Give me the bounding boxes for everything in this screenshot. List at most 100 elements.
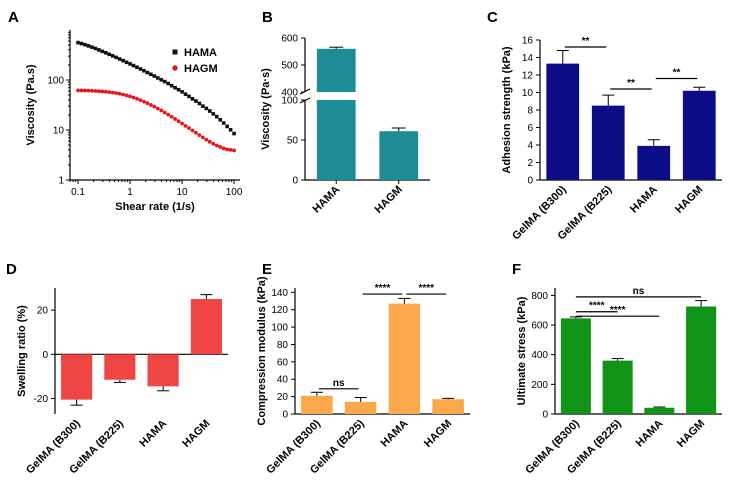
a-point <box>162 79 167 84</box>
a-point <box>197 133 202 138</box>
a-point <box>197 101 202 106</box>
a-point <box>114 91 119 96</box>
a-point <box>149 72 153 77</box>
a-point <box>221 146 226 151</box>
a-point <box>110 90 115 95</box>
e-y-tick-label: 80 <box>277 340 289 351</box>
f-category-label: HAGM <box>675 418 707 450</box>
f-bar-group <box>686 300 717 414</box>
d-y-tick-label: -20 <box>34 394 49 405</box>
a-x-tick-label: 10 <box>177 187 189 198</box>
a-point <box>207 139 212 144</box>
y-axis-label-d: Swelling ratio (%) <box>16 305 28 397</box>
b-category-label: HAMA <box>311 184 343 216</box>
e-bar <box>432 399 464 414</box>
a-point <box>176 119 181 124</box>
f-bar <box>686 306 717 414</box>
f-bar <box>644 407 675 414</box>
e-y-tick-label: 20 <box>277 392 289 403</box>
a-point <box>183 123 188 128</box>
e-y-tick-label: 100 <box>271 323 288 334</box>
a-legend-marker <box>172 49 178 55</box>
a-point <box>173 117 178 121</box>
a-point <box>218 144 223 149</box>
d-y-tick-label: 20 <box>37 306 49 317</box>
a-point <box>200 135 205 140</box>
f-significance-label: **** <box>589 301 605 312</box>
a-point <box>76 88 80 93</box>
a-point <box>83 42 87 47</box>
b-y-tick-label: 500 <box>281 61 298 72</box>
b-category-label: HAGM <box>373 184 405 216</box>
a-point <box>211 141 216 146</box>
y-axis-label-e: Compression modulus (kPa) <box>256 276 268 425</box>
a-legend-label: HAMA <box>184 47 217 59</box>
a-point <box>107 90 112 95</box>
a-point <box>83 88 87 93</box>
a-point <box>169 114 174 119</box>
a-point <box>79 41 84 46</box>
e-significance-bracket: **** <box>406 283 447 295</box>
a-point <box>121 58 125 63</box>
a-point <box>190 97 195 101</box>
a-y-tick-label: 1 <box>58 176 64 187</box>
y-axis-label-c: Adhesion strength (kPa) <box>501 46 513 173</box>
b-bar-group <box>316 46 356 180</box>
e-y-tick-label: 40 <box>277 375 289 386</box>
panel-label-e: E <box>262 261 272 278</box>
c-y-tick-label: 12 <box>522 71 534 82</box>
a-point <box>135 96 139 101</box>
c-y-tick-label: 4 <box>527 141 533 152</box>
a-legend-label: HAGM <box>184 63 218 75</box>
a-point <box>194 99 198 103</box>
c-y-tick-label: 2 <box>527 158 533 169</box>
a-x-tick-label: 0.1 <box>71 187 85 198</box>
a-point <box>232 131 236 136</box>
a-point <box>103 50 108 55</box>
d-bar <box>190 299 222 355</box>
e-significance-bracket: **** <box>362 283 403 295</box>
a-x-tick-label: 100 <box>226 187 243 198</box>
a-point <box>214 143 219 148</box>
a-point <box>107 52 112 57</box>
a-point <box>166 112 171 117</box>
c-significance-label: ** <box>627 78 635 89</box>
d-y-tick-label: 0 <box>42 350 48 361</box>
a-x-tick-label: 1 <box>127 187 133 198</box>
a-point <box>159 77 164 82</box>
a-point <box>97 48 101 52</box>
a-point <box>148 102 153 107</box>
e-category-label: HAMA <box>379 418 411 450</box>
panel-label-a: A <box>8 9 19 26</box>
d-category-label: HAGM <box>180 418 212 450</box>
a-point <box>124 60 129 65</box>
a-point <box>176 87 181 92</box>
f-significance-bracket: **** <box>575 305 660 317</box>
y-axis-label-a: Viscosity (Pa.s) <box>25 64 37 145</box>
a-point <box>142 99 146 104</box>
a-point <box>110 54 115 58</box>
a-point <box>156 76 160 80</box>
a-point <box>79 88 84 93</box>
c-bar-group <box>546 50 580 180</box>
panel-label-d: D <box>6 261 17 278</box>
f-significance-bracket: ns <box>575 286 702 298</box>
f-category-label: HAMA <box>634 418 666 450</box>
panel-label-b: B <box>262 9 273 26</box>
a-point <box>162 110 167 115</box>
a-y-tick-label: 10 <box>53 126 65 137</box>
a-point <box>90 88 94 93</box>
c-significance-bracket: ** <box>655 68 698 80</box>
e-y-tick-label: 60 <box>277 357 289 368</box>
panel-label-f: F <box>512 261 521 278</box>
d-category-label: HAMA <box>137 418 169 450</box>
f-y-tick-label: 400 <box>531 350 548 361</box>
a-point <box>86 44 91 48</box>
a-legend-marker <box>172 65 178 71</box>
a-point <box>225 124 229 129</box>
a-point <box>218 117 223 122</box>
c-y-tick-label: 0 <box>527 176 533 187</box>
a-series-hama <box>76 40 236 136</box>
a-point <box>135 65 139 70</box>
